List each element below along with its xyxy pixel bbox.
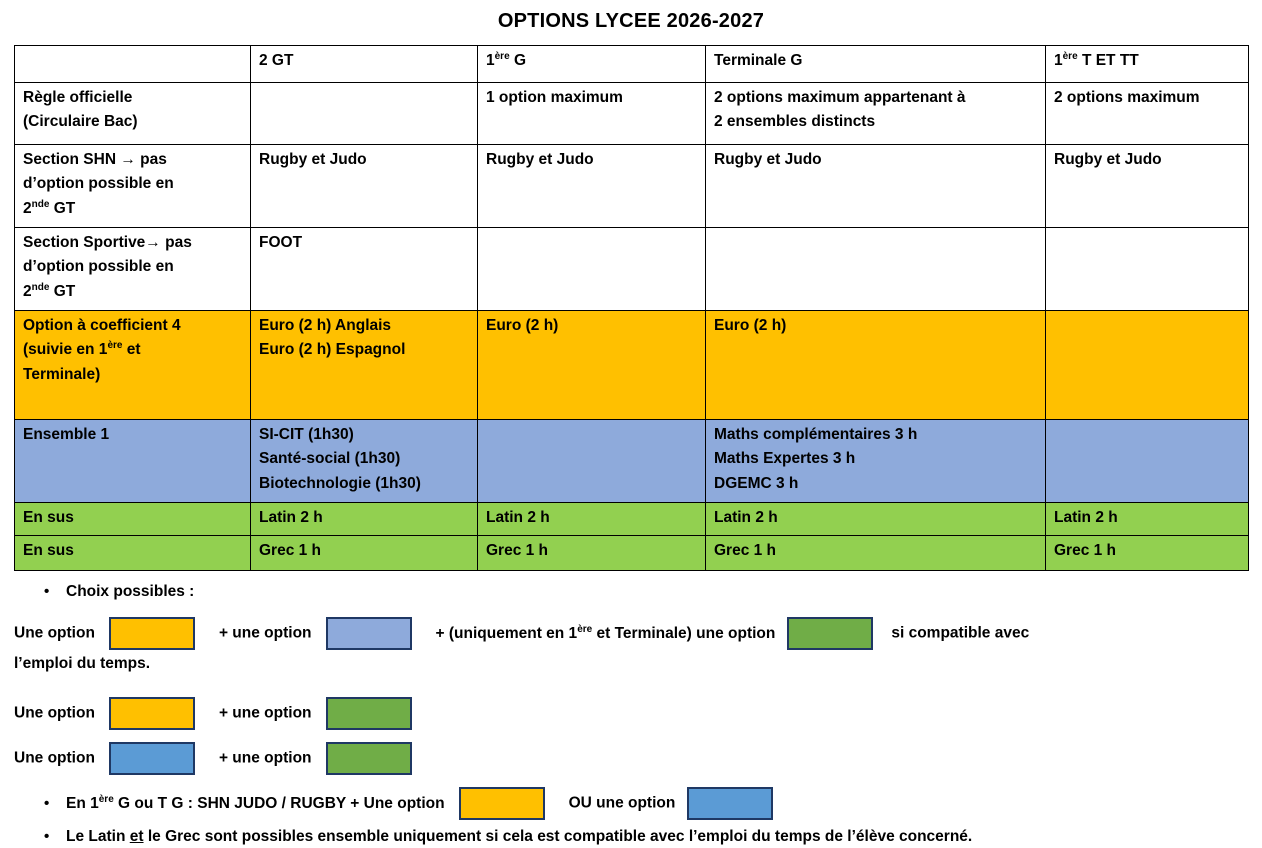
table-cell: Latin 2 h bbox=[705, 502, 1046, 536]
col-header-1ere-g: 1ère G bbox=[477, 45, 706, 83]
table-header-row: 2 GT 1ère G Terminale G 1ère T ET TT bbox=[14, 45, 1249, 83]
bullet-dot-icon: • bbox=[44, 583, 50, 600]
medium-blue-option-swatch bbox=[687, 787, 774, 821]
bullet-dot-icon: • bbox=[44, 795, 50, 813]
orange-option-swatch bbox=[108, 697, 195, 731]
table-row-section-sportive: Section Sportive→ pas d’option possible e… bbox=[14, 227, 1249, 311]
table-cell bbox=[1045, 419, 1249, 503]
row-label-en-sus-grec: En sus bbox=[14, 535, 251, 571]
table-cell: SI-CIT (1h30) Santé-social (1h30) Biotechn… bbox=[250, 419, 478, 503]
table-cell: Rugby et Judo bbox=[250, 144, 478, 228]
table-row-option-coeff4: Option à coefficient 4 (suivie en 1ère et… bbox=[14, 310, 1249, 420]
bullet-1ere-g-tg: • En 1ère G ou T G : SHN JUDO / RUGBY + … bbox=[44, 785, 1248, 822]
table-row-en-sus-grec: En sus Grec 1 h Grec 1 h Grec 1 h Grec 1… bbox=[14, 535, 1249, 571]
orange-option-swatch bbox=[108, 617, 195, 650]
legend-line-2: Une option + une option bbox=[14, 695, 1248, 732]
legend-text: Une option bbox=[14, 624, 95, 642]
row-label-option-coeff4: Option à coefficient 4 (suivie en 1ère et… bbox=[14, 310, 251, 420]
table-cell bbox=[250, 82, 478, 145]
table-cell: FOOT bbox=[250, 227, 478, 311]
col-header-2gt: 2 GT bbox=[250, 45, 478, 83]
legend-text: + une option bbox=[218, 624, 312, 642]
table-cell: Rugby et Judo bbox=[1045, 144, 1249, 228]
table-cell: Maths complémentaires 3 h Maths Expertes … bbox=[705, 419, 1046, 503]
row-label-regle-officielle: Règle officielle (Circulaire Bac) bbox=[14, 82, 251, 145]
legend-heading: Choix possibles : bbox=[66, 583, 195, 600]
legend-line-1: Une option + une option + (uniquement en 1… bbox=[14, 615, 1248, 675]
options-table: 2 GT 1ère G Terminale G 1ère T ET TT Règ… bbox=[14, 45, 1249, 571]
table-cell: Euro (2 h) Anglais Euro (2 h) Espagnol bbox=[250, 310, 478, 420]
row-label-ensemble-1: Ensemble 1 bbox=[14, 419, 251, 503]
table-cell: Latin 2 h bbox=[477, 502, 706, 536]
table-cell: Latin 2 h bbox=[250, 502, 478, 536]
table-cell: Euro (2 h) bbox=[705, 310, 1046, 420]
table-cell: 1 option maximum bbox=[477, 82, 706, 145]
table-row-section-shn: Section SHN → pas d’option possible en 2nd… bbox=[14, 144, 1249, 228]
bullet-latin-grec: • Le Latin et le Grec sont possibles ens… bbox=[44, 828, 1248, 846]
light-blue-option-swatch bbox=[325, 617, 412, 650]
row-label-section-shn: Section SHN → pas d’option possible en 2nd… bbox=[14, 144, 251, 228]
legend-text: + une option bbox=[218, 704, 312, 722]
table-cell: 2 options maximum bbox=[1045, 82, 1249, 145]
table-row-en-sus-latin: En sus Latin 2 h Latin 2 h Latin 2 h Lat… bbox=[14, 502, 1249, 536]
medium-blue-option-swatch bbox=[108, 742, 195, 776]
row-label-section-sportive: Section Sportive→ pas d’option possible e… bbox=[14, 227, 251, 311]
green-option-swatch bbox=[325, 697, 412, 731]
table-row-regle-officielle: Règle officielle (Circulaire Bac) 1 optio… bbox=[14, 82, 1249, 145]
legend-text: En 1ère G ou T G : SHN JUDO / RUGBY + Un… bbox=[66, 785, 791, 822]
legend-line-3: Une option + une option bbox=[14, 740, 1248, 777]
table-cell: Grec 1 h bbox=[250, 535, 478, 571]
green-option-swatch bbox=[325, 742, 412, 776]
legend-text: + (uniquement en 1ère et Terminale) une … bbox=[435, 623, 776, 642]
table-cell: Rugby et Judo bbox=[477, 144, 706, 228]
table-row-ensemble-1: Ensemble 1 SI-CIT (1h30) Santé-social (1h… bbox=[14, 419, 1249, 503]
table-cell bbox=[1045, 227, 1249, 311]
orange-option-swatch bbox=[458, 787, 545, 821]
legend-text: En 1ère G ou T G : SHN JUDO / RUGBY + Un… bbox=[66, 793, 445, 812]
legend-section: • Choix possibles : Une option + une opti… bbox=[14, 583, 1248, 846]
table-cell bbox=[477, 227, 706, 311]
table-cell: Euro (2 h) bbox=[477, 310, 706, 420]
col-header-terminale-g: Terminale G bbox=[705, 45, 1046, 83]
table-cell: Rugby et Judo bbox=[705, 144, 1046, 228]
table-cell bbox=[1045, 310, 1249, 420]
page-title: OPTIONS LYCEE 2026-2027 bbox=[497, 10, 765, 32]
legend-text: Une option bbox=[14, 749, 95, 767]
table-cell bbox=[705, 227, 1046, 311]
legend-text: Le Latin et le Grec sont possibles ensem… bbox=[66, 828, 973, 846]
legend-text: + une option bbox=[218, 749, 312, 767]
legend-text: Une option bbox=[14, 704, 95, 722]
col-header-1ere-t: 1ère T ET TT bbox=[1045, 45, 1249, 83]
legend-text: OU une option bbox=[568, 794, 676, 812]
table-cell: Grec 1 h bbox=[705, 535, 1046, 571]
col-header-empty bbox=[14, 45, 251, 83]
table-cell: Grec 1 h bbox=[477, 535, 706, 571]
table-cell: Latin 2 h bbox=[1045, 502, 1249, 536]
green-option-swatch bbox=[787, 617, 874, 650]
table-cell bbox=[477, 419, 706, 503]
table-cell: Grec 1 h bbox=[1045, 535, 1249, 571]
bullet-choix-possibles: • Choix possibles : bbox=[44, 583, 1248, 601]
row-label-en-sus-latin: En sus bbox=[14, 502, 251, 536]
legend-text: si compatible avec l’emploi du temps. bbox=[14, 624, 1030, 672]
bullet-dot-icon: • bbox=[44, 828, 50, 846]
